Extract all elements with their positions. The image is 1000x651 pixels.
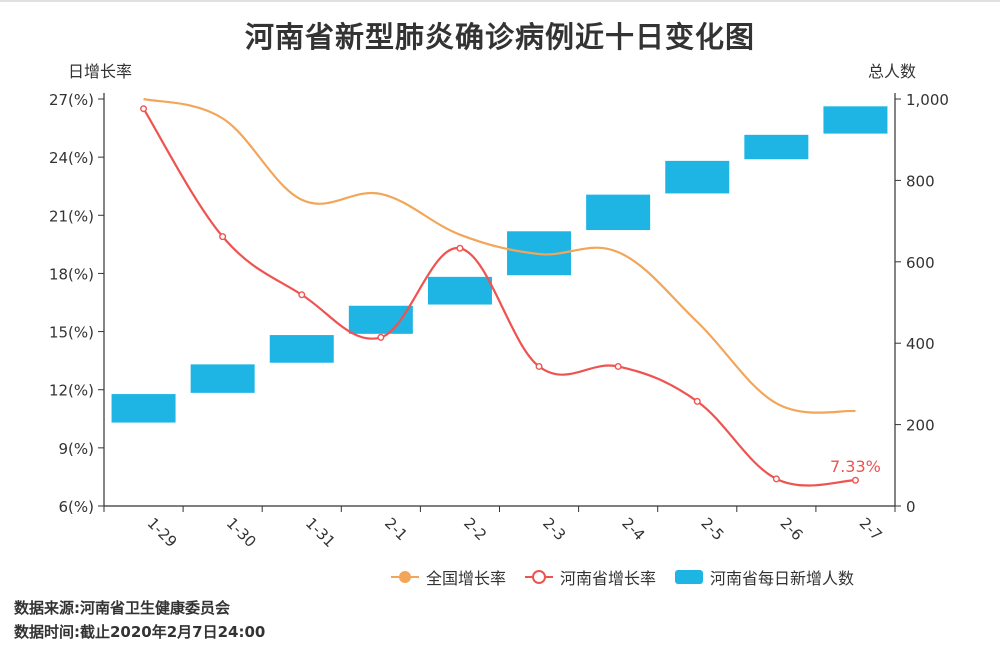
new-cases-bar [427, 276, 492, 305]
legend[interactable]: 全国增长率 河南省增长率 河南省每日新增人数 [390, 565, 854, 589]
new-cases-bar [744, 134, 809, 160]
legend-item-new-cases[interactable]: 河南省每日新增人数 [674, 565, 854, 589]
new-cases-bar [665, 160, 730, 194]
left-axis-name: 日增长率 [68, 62, 133, 81]
right-tick-label: 400 [906, 335, 935, 353]
legend-henan-label: 河南省增长率 [560, 569, 657, 588]
chart-title: 河南省新型肺炎确诊病例近十日变化图 [244, 20, 755, 54]
henan-point [298, 291, 306, 299]
x-tick-label: 2-5 [697, 514, 727, 544]
right-tick-label: 600 [906, 254, 935, 272]
left-tick-label: 6(%) [58, 498, 94, 516]
x-tick-label: 1-30 [223, 514, 260, 551]
left-tick-label: 15(%) [49, 324, 94, 342]
legend-new-cases-icon [675, 570, 704, 584]
right-tick-label: 1,000 [906, 91, 949, 109]
henan-point [456, 244, 464, 252]
national-growth-line [143, 97, 856, 414]
x-tick-label: 1-29 [144, 514, 181, 551]
left-tick-label: 27(%) [49, 91, 94, 109]
top-border [0, 0, 1000, 2]
left-tick-label: 9(%) [58, 440, 94, 458]
legend-national-label: 全国增长率 [426, 569, 507, 588]
legend-henan-icon [525, 570, 554, 584]
henan-point [377, 333, 385, 341]
x-tick-label: 2-3 [539, 514, 569, 544]
x-tick-label: 2-7 [856, 514, 886, 544]
legend-national-icon [391, 571, 419, 583]
henan-point [219, 233, 227, 241]
henan-point [614, 362, 622, 370]
legend-item-henan[interactable]: 河南省增长率 [524, 565, 656, 589]
left-tick-label: 18(%) [49, 265, 94, 283]
x-tick-label: 2-2 [460, 514, 490, 544]
x-tick-label: 2-1 [381, 514, 411, 544]
new-cases-bar [586, 194, 651, 231]
right-axis-name: 总人数 [868, 62, 917, 81]
new-cases-bar [348, 305, 413, 334]
henan-point [851, 476, 859, 484]
new-cases-bar [111, 394, 176, 423]
data-source: 数据来源:河南省卫生健康委员会 [14, 599, 231, 617]
left-tick-label: 12(%) [49, 382, 94, 400]
new-cases-bar [190, 364, 255, 393]
left-tick-label: 21(%) [49, 207, 94, 225]
henan-point [772, 475, 780, 483]
new-cases-bar [269, 335, 334, 363]
new-cases-bar [823, 106, 888, 134]
x-tick-label: 1-31 [302, 514, 339, 551]
henan-point [535, 362, 543, 370]
x-tick-label: 2-6 [777, 514, 807, 544]
legend-new-cases-label: 河南省每日新增人数 [710, 569, 855, 588]
henan-point [693, 397, 701, 405]
left-tick-label: 24(%) [49, 149, 94, 167]
x-tick-label: 2-4 [618, 514, 648, 544]
data-time: 数据时间:截止2020年2月7日24:00 [14, 623, 266, 641]
henan-last-value-label: 7.33% [830, 457, 881, 476]
right-tick-label: 200 [906, 417, 935, 435]
henan-growth-line [142, 108, 856, 487]
henan-point [140, 105, 148, 113]
right-tick-label: 800 [906, 172, 935, 190]
right-tick-label: 0 [906, 498, 916, 516]
legend-item-national[interactable]: 全国增长率 [390, 565, 506, 589]
